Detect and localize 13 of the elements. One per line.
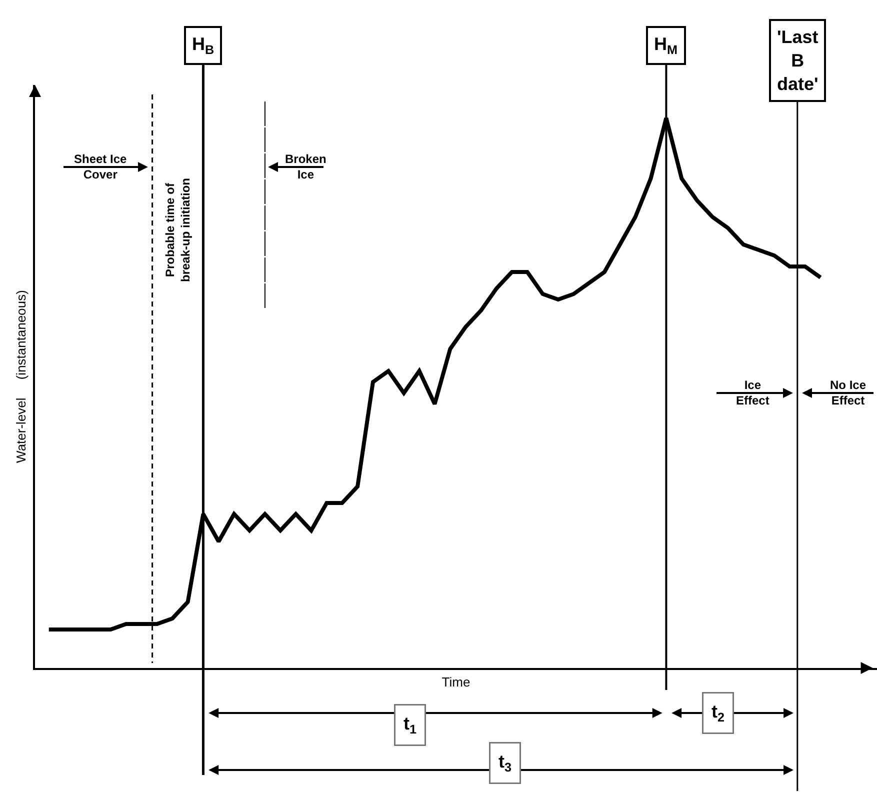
annotation: Ice Effect <box>736 378 770 408</box>
text: H$_{B}$ <box>192 34 214 57</box>
text: t$_{1}$ <box>404 714 417 736</box>
x-axis-title: Time <box>442 674 470 690</box>
text: t$_{2}$ <box>712 702 725 724</box>
text: 'Last B date' <box>777 27 818 94</box>
text: t$_{3}$ <box>498 752 512 774</box>
y-axis-title: Water-level (instantaneous) <box>13 290 28 463</box>
text: No Ice Effect <box>830 378 866 408</box>
text: H$_{M}$ <box>654 34 678 57</box>
annotation: Broken Ice <box>285 152 326 182</box>
annotation: Probable time of break-up initiation <box>163 178 193 282</box>
annotation: Sheet Ice Cover <box>74 152 128 182</box>
